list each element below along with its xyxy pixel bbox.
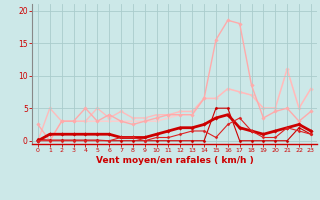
X-axis label: Vent moyen/en rafales ( km/h ): Vent moyen/en rafales ( km/h ) <box>96 156 253 165</box>
